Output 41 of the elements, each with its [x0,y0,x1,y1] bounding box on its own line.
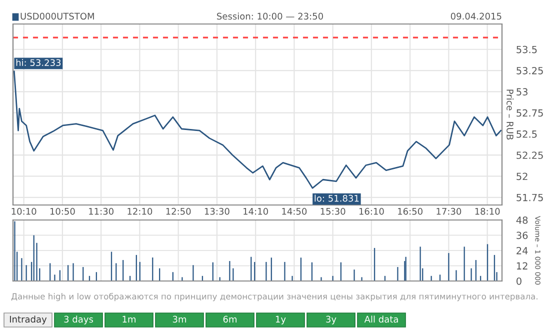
x-tick-label: 11:30 [89,208,114,215]
text: All data [364,316,398,323]
x-tick-label: 12:50 [166,208,191,215]
y-tick-label: 12 [516,262,528,270]
y-tick-label: 52.25 [516,152,543,159]
text: 1m [122,316,136,322]
x-tick-label: 12:10 [128,208,152,215]
x-tick-label: 10:10 [12,208,36,215]
text: Intraday [10,316,47,324]
chart-title: USD000UTSTOM [20,12,94,20]
y-tick-label: 52 [516,172,528,180]
x-tick-label: 15:30 [320,208,346,215]
x-tick-label: 16:50 [398,208,422,215]
y-tick-label: 53.25 [516,66,543,74]
y-tick-label: 0 [516,277,522,285]
x-tick-label: 14:50 [282,208,307,215]
text: 1y [276,316,286,324]
y-tick-label: 36 [516,232,528,240]
text: Данные high и low отображаются по принципу демонстрации значения цены закрытия для пятиминутного интервала. [11,292,538,302]
text: 3 days [64,316,94,324]
annotation: lo: 51.831 [314,194,359,202]
y-tick-label: 24 [516,246,528,254]
x-tick-label: 14:10 [244,208,268,215]
y-tick-label: 52.5 [516,130,537,138]
x-tick-label: 13:30 [204,208,230,215]
x-tick-label: 16:10 [359,208,384,215]
x-tick-label: 17:30 [436,208,462,215]
y-tick-label: 51.75 [516,194,543,202]
x-tick-label: 18:10 [475,208,500,215]
text: 3m [172,316,186,323]
y-axis-title: Price – RUB [506,90,514,140]
y-tick-label: 53 [516,88,528,96]
y-tick-label: 53.5 [516,46,537,54]
y-tick-label: 48 [516,216,528,224]
text: 6m [223,316,237,323]
chart-subtitle: Session: 10:00 — 23:50 [217,12,323,20]
text: 09.04.2015 [450,12,502,20]
text: 3y [326,316,336,324]
x-tick-label: 10:50 [50,208,75,215]
y-tick-label: 52.75 [516,109,543,117]
annotation: hi: 53.233 [16,59,61,66]
